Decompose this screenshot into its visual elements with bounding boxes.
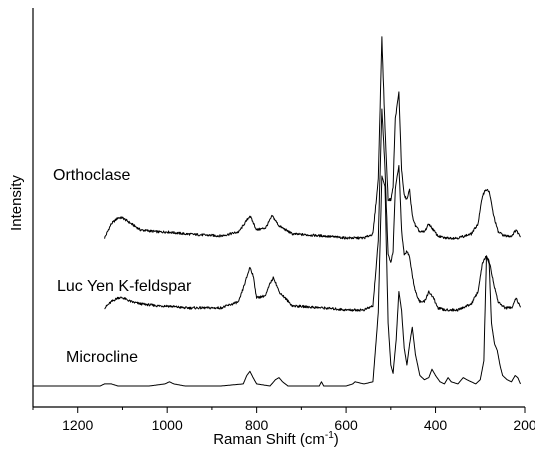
y-axis-title: Intensity (8, 175, 25, 231)
x-tick-label-1200: 1200 (62, 417, 93, 433)
x-tick-label-1000: 1000 (152, 417, 183, 433)
x-tick-label-800: 800 (245, 417, 269, 433)
series-label-microcline: Microcline (66, 349, 138, 366)
series-layer (32, 36, 521, 387)
x-axis-title: Raman Shift (cm-1) (213, 430, 339, 448)
series-label-luc-yen-k-feldspar: Luc Yen K-feldspar (57, 278, 192, 295)
x-axis-title-superscript: -1 (325, 430, 334, 441)
x-tick-label-600: 600 (334, 417, 358, 433)
series-label-orthoclase: Orthoclase (53, 167, 130, 184)
x-tick-label-400: 400 (424, 417, 448, 433)
x-tick-label-200: 200 (513, 417, 535, 433)
labels-layer: Orthoclase Luc Yen K-feldspar Microcline (53, 167, 192, 366)
series-line-luc-yen-k-feldspar (104, 108, 521, 312)
series-line-orthoclase (104, 36, 521, 240)
axes: 1200 1000 800 600 400 200 (32, 8, 535, 433)
x-axis-title-end: ) (334, 431, 339, 448)
series-line-microcline (32, 175, 521, 387)
